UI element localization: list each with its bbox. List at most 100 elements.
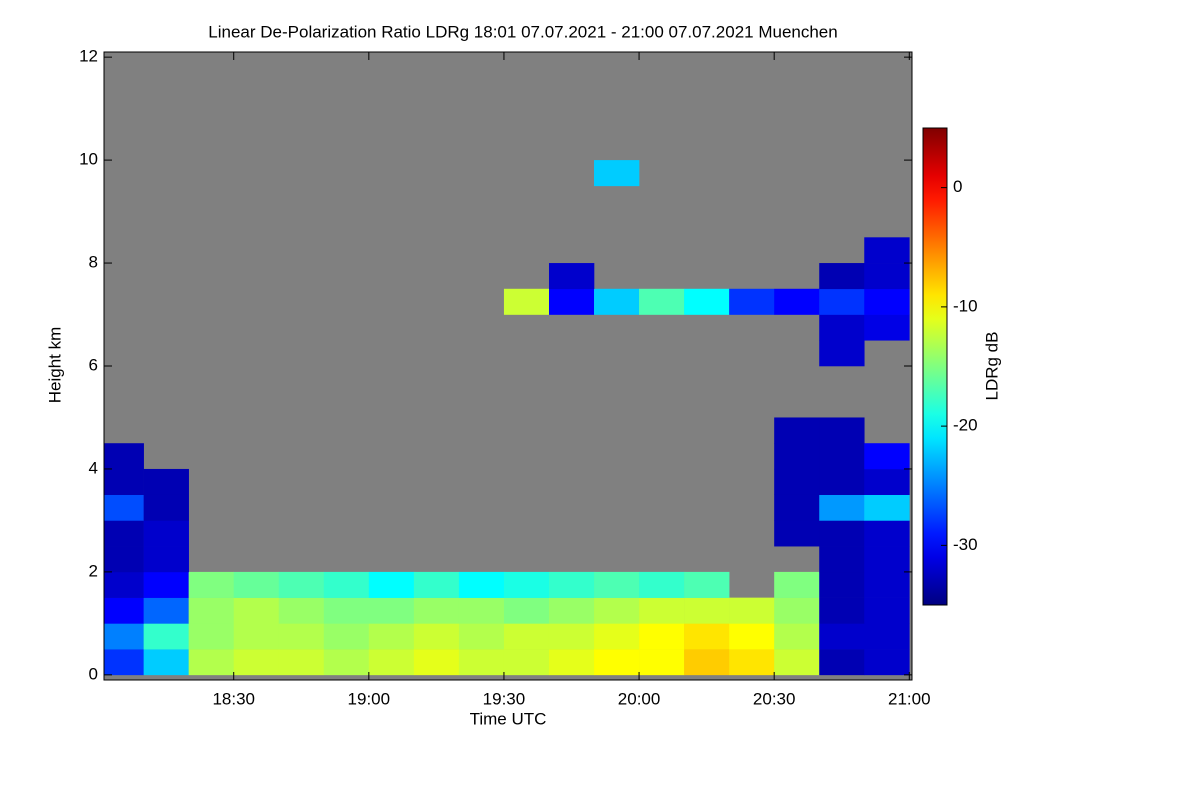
x-tick-label: 20:00 bbox=[618, 689, 661, 708]
heatmap-cell bbox=[774, 520, 820, 547]
x-tick-label: 21:00 bbox=[888, 689, 931, 708]
heatmap-cell bbox=[143, 649, 189, 676]
colorbar-label: LDRg dB bbox=[982, 332, 1001, 401]
heatmap-cell bbox=[729, 288, 775, 315]
heatmap-cell bbox=[143, 597, 189, 624]
heatmap-cell bbox=[143, 571, 189, 598]
heatmap-cell bbox=[503, 623, 550, 650]
heatmap-cell bbox=[774, 468, 820, 495]
heatmap-cell bbox=[774, 571, 820, 598]
heatmap-cell bbox=[774, 494, 820, 521]
heatmap-cell bbox=[323, 649, 370, 676]
heatmap-cell bbox=[143, 520, 189, 547]
heatmap-cell bbox=[143, 468, 189, 495]
heatmap-cell bbox=[458, 597, 505, 624]
heatmap-cell bbox=[104, 443, 144, 470]
colorbar-tick-label: 0 bbox=[953, 177, 962, 196]
heatmap-cell bbox=[774, 649, 820, 676]
heatmap-cell bbox=[639, 288, 685, 315]
heatmap-cell bbox=[864, 649, 910, 676]
heatmap-cell bbox=[503, 597, 550, 624]
heatmap-cell bbox=[864, 571, 910, 598]
heatmap bbox=[104, 160, 910, 676]
heatmap-cell bbox=[639, 597, 685, 624]
heatmap-cell bbox=[413, 623, 460, 650]
heatmap-cell bbox=[774, 623, 820, 650]
heatmap-cell bbox=[864, 263, 910, 290]
heatmap-cell bbox=[729, 597, 775, 624]
heatmap-cell bbox=[864, 546, 910, 573]
heatmap-cell bbox=[503, 571, 550, 598]
heatmap-cell bbox=[503, 288, 550, 315]
heatmap-cell bbox=[233, 649, 280, 676]
heatmap-cell bbox=[188, 597, 235, 624]
heatmap-cell bbox=[684, 649, 730, 676]
x-tick-label: 18:30 bbox=[212, 689, 255, 708]
heatmap-cell bbox=[104, 623, 144, 650]
heatmap-cell bbox=[639, 623, 685, 650]
y-tick-label: 6 bbox=[89, 355, 98, 374]
x-tick-label: 20:30 bbox=[753, 689, 796, 708]
heatmap-cell bbox=[104, 597, 144, 624]
heatmap-cell bbox=[864, 468, 910, 495]
heatmap-cell bbox=[819, 520, 865, 547]
heatmap-cell bbox=[594, 623, 640, 650]
heatmap-cell bbox=[819, 417, 865, 444]
heatmap-cell bbox=[143, 546, 189, 573]
heatmap-cell bbox=[819, 649, 865, 676]
colorbar bbox=[922, 127, 948, 606]
heatmap-cell bbox=[104, 649, 144, 676]
heatmap-cell bbox=[413, 597, 460, 624]
y-tick-label: 0 bbox=[89, 664, 98, 683]
y-tick-label: 4 bbox=[89, 458, 98, 477]
heatmap-cell bbox=[548, 597, 595, 624]
heatmap-cell bbox=[548, 571, 595, 598]
heatmap-cell bbox=[819, 468, 865, 495]
heatmap-cell bbox=[278, 597, 325, 624]
heatmap-cell bbox=[278, 649, 325, 676]
heatmap-cell bbox=[503, 649, 550, 676]
heatmap-cell bbox=[413, 649, 460, 676]
heatmap-cell bbox=[639, 571, 685, 598]
heatmap-cell bbox=[774, 288, 820, 315]
heatmap-cell bbox=[594, 649, 640, 676]
heatmap-cell bbox=[684, 597, 730, 624]
heatmap-cell bbox=[233, 623, 280, 650]
heatmap-cell bbox=[819, 314, 865, 341]
heatmap-cell bbox=[819, 623, 865, 650]
x-tick-label: 19:00 bbox=[348, 689, 391, 708]
heatmap-cell bbox=[864, 494, 910, 521]
heatmap-cell bbox=[458, 571, 505, 598]
heatmap-cell bbox=[233, 571, 280, 598]
heatmap-cell bbox=[819, 288, 865, 315]
heatmap-cell bbox=[143, 494, 189, 521]
heatmap-cell bbox=[458, 649, 505, 676]
heatmap-cell bbox=[819, 546, 865, 573]
heatmap-cell bbox=[104, 468, 144, 495]
heatmap-cell bbox=[684, 288, 730, 315]
x-axis-label: Time UTC bbox=[470, 709, 547, 728]
heatmap-cell bbox=[323, 571, 370, 598]
heatmap-cell bbox=[548, 288, 595, 315]
y-tick-label: 2 bbox=[89, 561, 98, 580]
heatmap-cell bbox=[684, 623, 730, 650]
heatmap-cell bbox=[188, 649, 235, 676]
y-tick-label: 12 bbox=[79, 47, 98, 66]
heatmap-cell bbox=[639, 649, 685, 676]
heatmap-cell bbox=[864, 443, 910, 470]
y-axis-label: Height km bbox=[45, 327, 64, 404]
heatmap-cell bbox=[819, 571, 865, 598]
heatmap-cell bbox=[819, 340, 865, 367]
heatmap-cell bbox=[774, 417, 820, 444]
chart-title: Linear De-Polarization Ratio LDRg 18:01 … bbox=[208, 22, 837, 41]
heatmap-cell bbox=[278, 623, 325, 650]
colorbar-tick-label: -10 bbox=[953, 296, 978, 315]
x-tick-label: 19:30 bbox=[483, 689, 526, 708]
heatmap-cell bbox=[188, 571, 235, 598]
y-tick-label: 8 bbox=[89, 253, 98, 272]
heatmap-cell bbox=[864, 597, 910, 624]
heatmap-cell bbox=[143, 623, 189, 650]
heatmap-cell bbox=[104, 520, 144, 547]
heatmap-cell bbox=[548, 649, 595, 676]
